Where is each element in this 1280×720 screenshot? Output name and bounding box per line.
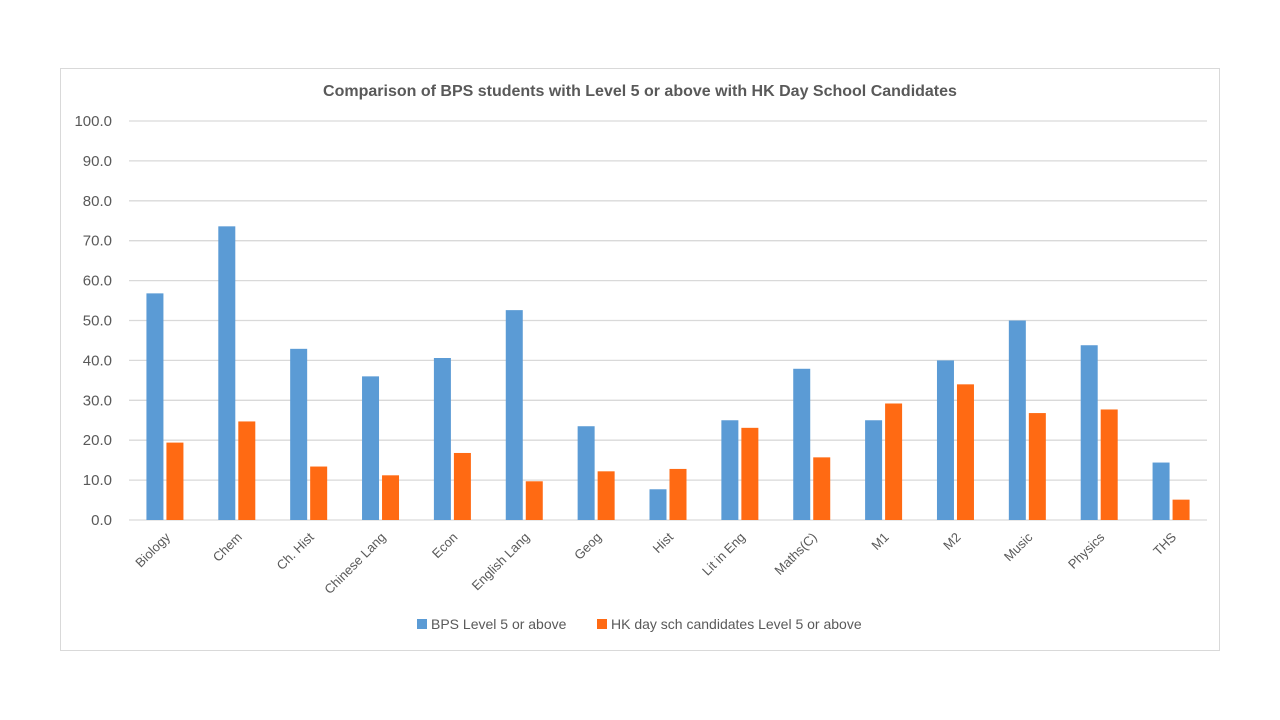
legend-label: HK day sch candidates Level 5 or above: [611, 616, 862, 632]
x-axis-ticks: Biology Chem Ch. Hist Chinese Lang Econ Engli…: [132, 529, 1179, 597]
legend-swatch: [597, 619, 607, 629]
bps-bar-12: [1008, 320, 1026, 520]
hk-bar-5: [525, 481, 543, 520]
bps-bar-11: [936, 360, 954, 520]
hk-bar-7: [669, 468, 687, 520]
hk-bar-9: [813, 457, 831, 520]
bps-bar-10: [865, 420, 883, 520]
x-tick-label: Chinese Lang: [321, 530, 388, 597]
legend-swatch: [417, 619, 427, 629]
bps-bar-8: [721, 420, 739, 520]
x-tick-label: Chem: [210, 530, 245, 565]
hk-bar-2: [310, 466, 328, 520]
y-axis-ticks: 0.0 10.0 20.0 30.0 40.0 50.0 60.0 70.0 80.0 90.0 1…: [74, 113, 112, 529]
bps-bar-9: [793, 368, 811, 520]
y-tick-label: 30.0: [83, 392, 112, 409]
bps-bar-6: [577, 426, 595, 520]
hk-bar-10: [885, 403, 903, 520]
gridlines: [129, 120, 1207, 521]
bps-bar-13: [1080, 345, 1098, 520]
hk-bar-8: [741, 427, 759, 520]
x-tick-label: Econ: [429, 530, 461, 562]
x-tick-label: Ch. Hist: [273, 529, 317, 573]
y-tick-label: 0.0: [91, 512, 112, 529]
chart-title: Comparison of BPS students with Level 5 …: [323, 83, 957, 100]
hk-bar-13: [1100, 409, 1118, 520]
bars: [146, 226, 1190, 520]
bps-bar-1: [218, 226, 236, 520]
x-tick-label: M2: [940, 530, 963, 553]
bps-bar-5: [505, 310, 523, 520]
bps-bar-7: [649, 489, 667, 520]
x-tick-label: Physics: [1065, 529, 1108, 572]
bps-bar-4: [433, 358, 451, 520]
x-tick-label: Maths(C): [771, 530, 819, 578]
bps-bar-3: [362, 376, 380, 520]
chart-frame: Comparison of BPS students with Level 5 …: [60, 68, 1220, 651]
legend: BPS Level 5 or above HK day sch candidate…: [417, 616, 862, 632]
hk-bar-4: [453, 452, 471, 520]
bps-bar-0: [146, 293, 164, 520]
y-tick-label: 80.0: [83, 193, 112, 210]
hk-bar-3: [382, 475, 400, 520]
y-tick-label: 60.0: [83, 273, 112, 290]
bps-bar-2: [290, 348, 308, 520]
y-tick-label: 50.0: [83, 313, 112, 330]
x-tick-label: Music: [1001, 529, 1036, 564]
x-tick-label: M1: [868, 530, 891, 553]
x-tick-label: Geog: [571, 530, 604, 563]
x-tick-label: Hist: [650, 529, 677, 556]
y-tick-label: 20.0: [83, 432, 112, 449]
bar-chart: Comparison of BPS students with Level 5 …: [74, 83, 1207, 632]
hk-bar-11: [956, 384, 974, 520]
hk-bar-1: [238, 421, 256, 520]
x-tick-label: THS: [1150, 529, 1179, 558]
x-tick-label: Lit in Eng: [699, 530, 748, 579]
y-tick-label: 90.0: [83, 153, 112, 170]
hk-bar-12: [1028, 413, 1046, 520]
x-tick-label: Biology: [132, 529, 173, 570]
y-tick-label: 70.0: [83, 233, 112, 250]
y-tick-label: 100.0: [74, 113, 112, 130]
hk-bar-0: [166, 442, 184, 520]
x-tick-label: English Lang: [469, 530, 533, 594]
y-tick-label: 40.0: [83, 352, 112, 369]
hk-bar-6: [597, 471, 615, 520]
legend-label: BPS Level 5 or above: [431, 616, 567, 632]
bps-bar-14: [1152, 462, 1170, 520]
hk-bar-14: [1172, 499, 1190, 520]
y-tick-label: 10.0: [83, 472, 112, 489]
